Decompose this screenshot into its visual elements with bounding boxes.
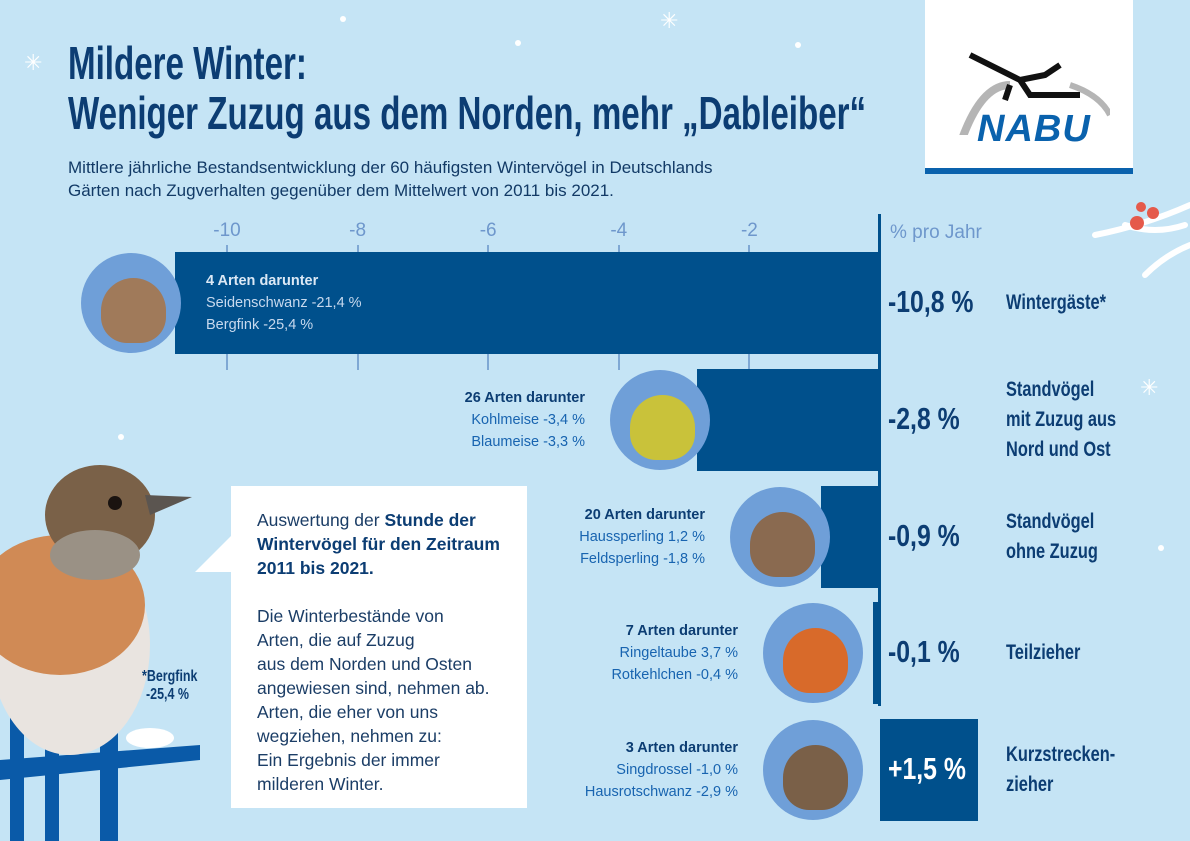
category-line: Nord und Ost	[1006, 438, 1111, 461]
snowflake-icon: ✳	[1140, 375, 1159, 400]
tick-label: -4	[610, 220, 628, 241]
subtitle: Mittlere jährliche Bestandsentwicklung d…	[68, 156, 828, 202]
category-label: Standvögel ohne Zuzug	[1006, 507, 1124, 567]
snow-dot	[340, 16, 346, 22]
group-heading: 3 Arten darunter	[625, 740, 738, 756]
speech-pointer	[195, 532, 235, 572]
tick-label: -2	[740, 220, 758, 241]
snow-dot	[795, 42, 801, 48]
species-line: Bergfink -25,4 %	[206, 317, 314, 333]
subtitle-line-2: Gärten nach Zugverhalten gegenüber dem M…	[68, 181, 614, 200]
info-box: Auswertung der Stunde der Wintervögel fü…	[231, 486, 527, 808]
bird-photo	[763, 720, 863, 820]
category-line: Wintergäste*	[1006, 291, 1106, 314]
title-line-1: Mildere Winter:	[68, 37, 307, 89]
berry-branch-icon	[1092, 202, 1190, 278]
bar	[873, 602, 880, 704]
stork-icon	[959, 52, 1110, 135]
group-heading: 7 Arten darunter	[625, 623, 738, 639]
species-line: Feldsperling -1,8 %	[580, 551, 705, 567]
tick-label: -6	[479, 220, 497, 241]
bar	[821, 486, 880, 588]
bar	[697, 369, 880, 471]
bergfink-footnote: *Bergfink -25,4 %	[142, 668, 213, 704]
snowflake-icon: ✳	[660, 8, 679, 33]
bird-photo	[81, 253, 181, 353]
group-heading: 26 Arten darunter	[464, 390, 585, 406]
value-label: +1,5 %	[888, 751, 985, 787]
logo-text: NABU	[977, 108, 1091, 150]
species-line: Blaumeise -3,3 %	[471, 434, 585, 450]
species-line: Singdrossel -1,0 %	[616, 762, 738, 778]
species-line: Ringeltaube 3,7 %	[619, 645, 739, 661]
category-line: mit Zuzug aus	[1006, 408, 1117, 431]
unit-label: % pro Jahr	[890, 222, 982, 243]
category-label: Kurzstrecken-zieher	[1006, 740, 1146, 800]
page-title: Mildere Winter: Weniger Zuzug aus dem No…	[68, 38, 1176, 138]
species-line: Hausrotschwanz -2,9 %	[584, 784, 738, 800]
category-line: Standvögel	[1006, 510, 1095, 533]
info-body-line: wegziehen, nehmen zu:	[257, 726, 442, 746]
group-label: 4 Arten darunter Seidenschwanz -21,4 % Ber…	[206, 270, 362, 336]
value-label: -2,8 %	[888, 401, 978, 437]
category-line: ohne Zuzug	[1006, 540, 1098, 563]
snow-dot	[118, 434, 124, 440]
bird-photo	[730, 487, 830, 587]
category-line: Kurzstrecken-	[1006, 743, 1116, 766]
info-bold: Stunde der Wintervögel für den Zeitraum …	[257, 510, 500, 578]
info-body-line: aus dem Norden und Osten	[257, 654, 472, 674]
snow-dot	[515, 40, 521, 46]
subtitle-line-1: Mittlere jährliche Bestandsentwicklung d…	[68, 158, 713, 177]
info-body-line: angewiesen sind, nehmen ab.	[257, 678, 490, 698]
tick-label: -10	[213, 220, 241, 241]
info-body-line: Die Winterbestände von	[257, 606, 444, 626]
info-intro: Auswertung der	[257, 510, 385, 530]
category-line: zieher	[1006, 773, 1054, 796]
group-heading: 20 Arten darunter	[584, 507, 705, 523]
tick-label: -8	[349, 220, 367, 241]
category-label: Standvögel mit Zuzug aus Nord und Ost	[1006, 375, 1147, 465]
species-line: Rotkehlchen -0,4 %	[611, 667, 738, 683]
group-label: 3 Arten darunter Singdrossel -1,0 % Hausro…	[585, 737, 738, 803]
group-label: 7 Arten darunter Ringeltaube 3,7 % Rotkehl…	[611, 620, 738, 686]
species-line: Seidenschwanz -21,4 %	[206, 295, 362, 311]
nabu-logo: NABU	[925, 0, 1133, 174]
info-body-line: milderen Winter.	[257, 774, 384, 794]
footnote-species: *Bergfink	[142, 668, 198, 685]
footnote-value: -25,4 %	[146, 686, 190, 703]
bird-photo	[610, 370, 710, 470]
category-line: Standvögel	[1006, 378, 1095, 401]
value-text: -0,1 %	[888, 634, 960, 669]
group-label: 20 Arten darunter Haussperling 1,2 % Felds…	[579, 504, 705, 570]
value-label: -0,9 %	[888, 518, 978, 554]
category-line: Teilzieher	[1006, 641, 1081, 664]
title-line-2: Weniger Zuzug aus dem Norden, mehr „Dabl…	[68, 87, 867, 139]
bergfink-photo	[0, 465, 200, 841]
snowflake-icon: ✳	[24, 50, 43, 75]
value-text: -0,9 %	[888, 518, 960, 553]
species-line: Kohlmeise -3,4 %	[471, 412, 585, 428]
value-text: -2,8 %	[888, 401, 960, 436]
info-body-line: Arten, die eher von uns	[257, 702, 438, 722]
bar	[880, 719, 978, 821]
group-label: 26 Arten darunter Kohlmeise -3,4 % Blaumei…	[465, 387, 585, 453]
info-body-line: Arten, die auf Zuzug	[257, 630, 415, 650]
group-heading: 4 Arten darunter	[206, 273, 319, 289]
value-text: +1,5 %	[888, 751, 966, 786]
value-label: -0,1 %	[888, 634, 978, 670]
bird-photo	[763, 603, 863, 703]
value-text: -10,8 %	[888, 284, 974, 319]
category-label: Wintergäste*	[1006, 288, 1134, 318]
bar	[174, 252, 880, 354]
species-line: Haussperling 1,2 %	[579, 529, 705, 545]
value-label: -10,8 %	[888, 284, 995, 320]
info-body-line: Ein Ergebnis der immer	[257, 750, 440, 770]
category-label: Teilzieher	[1006, 638, 1101, 668]
snow-dot	[1158, 545, 1164, 551]
